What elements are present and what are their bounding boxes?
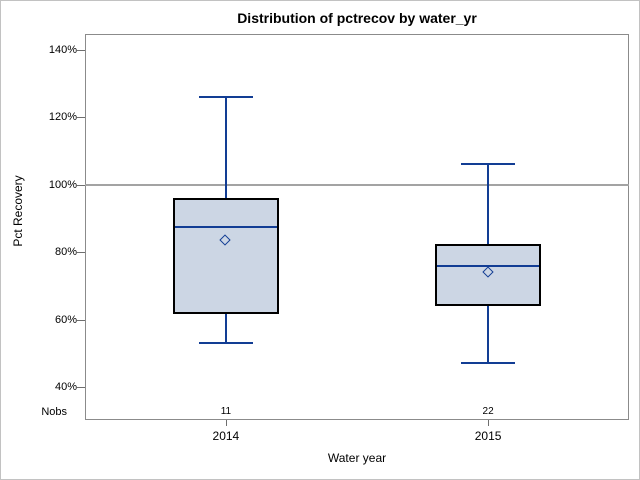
x-axis-tick <box>225 420 227 426</box>
y-axis-tick-label: 100% <box>48 178 77 191</box>
y-axis-tick-label: 140% <box>48 43 77 56</box>
plot-area <box>85 34 629 420</box>
y-axis-tick-label: 40% <box>54 381 77 393</box>
nobs-value: 11 <box>220 406 232 417</box>
nobs-value: 22 <box>482 406 494 417</box>
y-axis-tick <box>77 184 85 186</box>
chart-title: Distribution of pctrecov by water_yr <box>237 10 477 26</box>
median-line <box>174 225 277 228</box>
nobs-row-label: Nobs <box>41 406 67 418</box>
x-axis-tick <box>488 420 490 426</box>
iqr-box <box>435 243 542 306</box>
iqr-box <box>172 198 279 315</box>
x-axis-category-label: 2015 <box>474 429 502 443</box>
whisker-stem-upper <box>487 164 490 244</box>
whisker-cap-low <box>461 362 516 365</box>
whisker-cap-high <box>461 163 516 166</box>
y-axis-tick-label: 60% <box>54 313 77 326</box>
whisker-cap-high <box>198 95 253 98</box>
y-axis-tick-label: 80% <box>54 246 77 258</box>
y-axis-tick <box>77 49 85 51</box>
y-axis-tick <box>77 319 85 321</box>
y-axis-tick <box>77 117 85 118</box>
y-axis-tick <box>77 252 85 253</box>
median-line <box>437 264 540 267</box>
x-axis-title: Water year <box>327 451 387 465</box>
y-axis-tick-label: 120% <box>48 111 77 123</box>
whisker-stem-upper <box>224 96 227 198</box>
whisker-stem-lower <box>224 314 227 344</box>
whisker-stem-lower <box>487 306 490 364</box>
x-axis-category-label: 2014 <box>212 429 240 443</box>
reference-line-100pct <box>85 183 629 186</box>
y-axis-tick <box>77 387 85 388</box>
whisker-cap-low <box>198 342 253 345</box>
